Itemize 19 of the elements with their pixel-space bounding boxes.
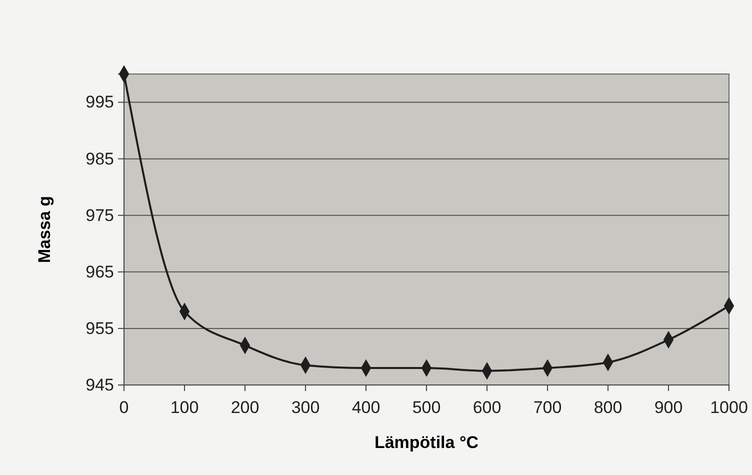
x-axis-title: Lämpötila °C (374, 433, 479, 452)
y-axis-title: Massa g (35, 196, 54, 264)
y-tick-label: 995 (86, 92, 114, 112)
x-tick-label: 800 (594, 398, 622, 418)
y-tick-label: 955 (86, 318, 114, 338)
x-tick-label: 700 (533, 398, 562, 418)
y-tick-label: 965 (86, 262, 114, 282)
x-tick-label: 100 (170, 398, 199, 418)
y-tick-label: 945 (86, 375, 114, 394)
x-tick-label: 600 (472, 398, 502, 418)
x-tick-label: 1000 (710, 398, 748, 418)
x-tick-label: 300 (291, 398, 320, 418)
y-tick-label: 975 (86, 206, 114, 225)
x-tick-label: 0 (119, 398, 129, 418)
y-tick-label: 985 (86, 149, 114, 168)
x-tick-label: 400 (352, 398, 380, 418)
x-tick-label: 200 (230, 398, 260, 418)
x-tick-label: 900 (654, 398, 683, 418)
x-tick-label: 500 (412, 398, 441, 418)
